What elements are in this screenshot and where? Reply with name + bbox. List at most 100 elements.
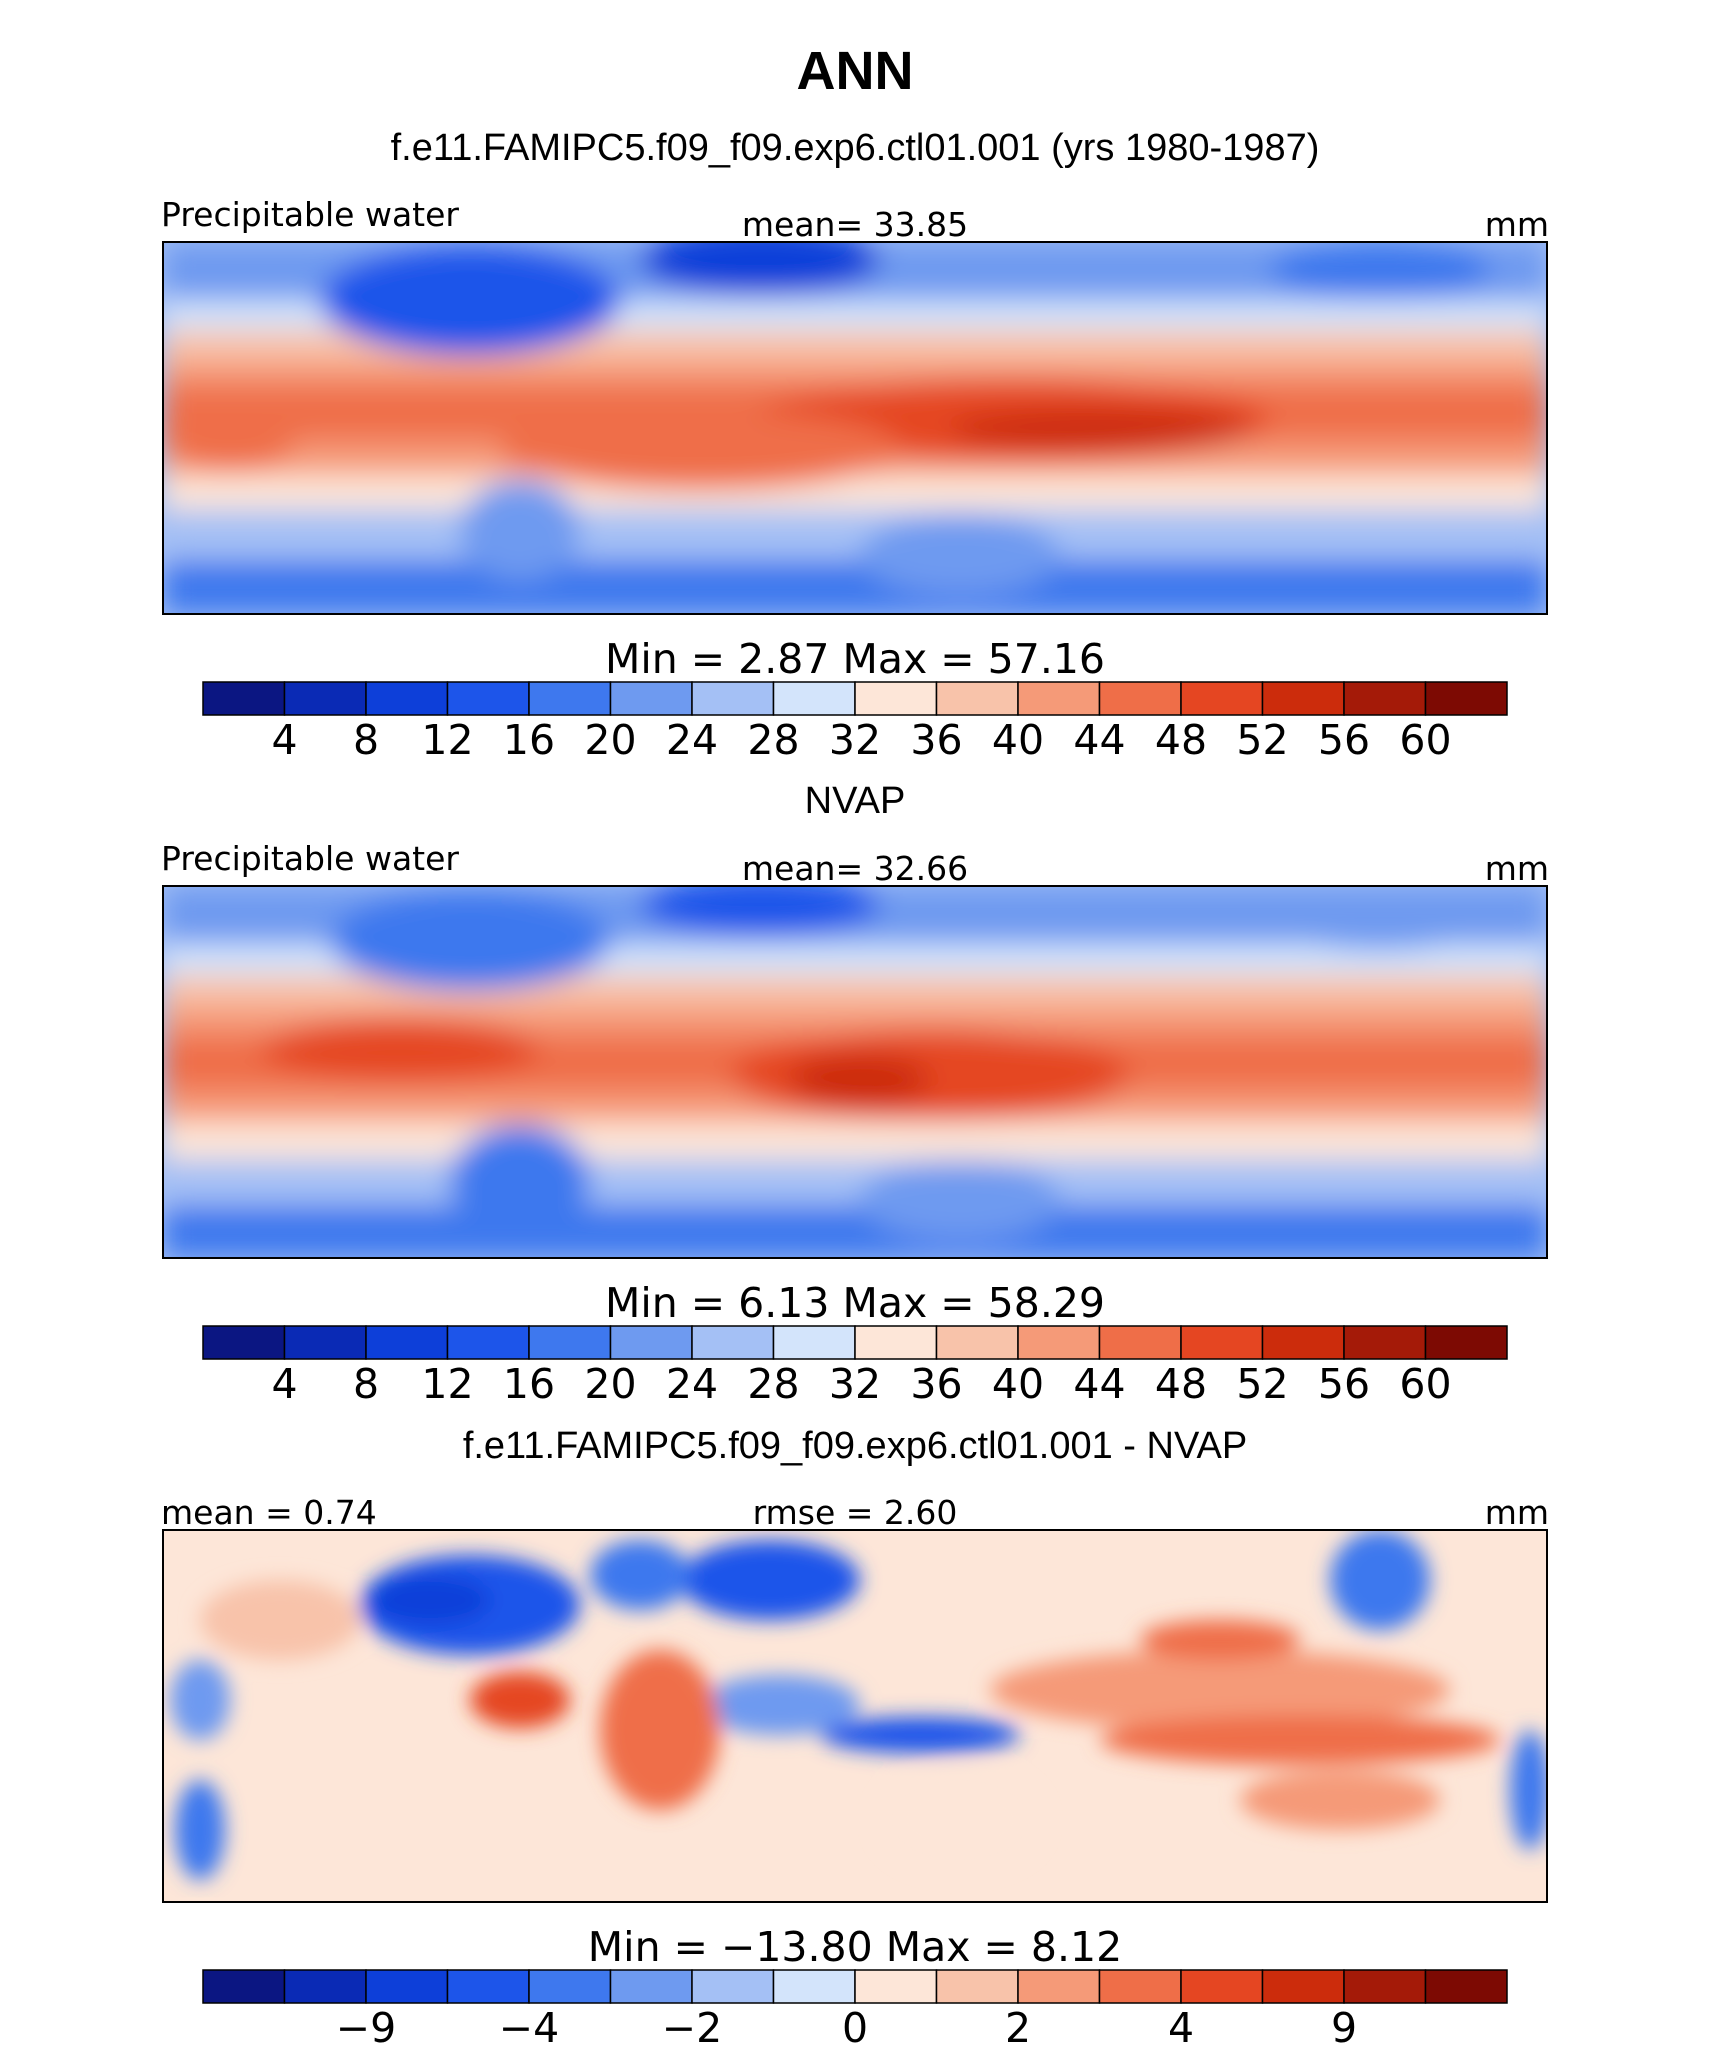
colorbar-box <box>1424 1969 1508 2004</box>
colorbar-tick-label: 16 <box>503 1360 555 1408</box>
colorbar-tick-label: 56 <box>1318 716 1370 764</box>
panel-1-map <box>163 242 1547 614</box>
panel-1-variable-label: Precipitable water <box>161 195 459 234</box>
colorbar-tick-label: 24 <box>666 716 718 764</box>
colorbar-box <box>1424 1325 1508 1360</box>
colorbar-box <box>365 681 449 716</box>
colorbar-tick-label: −2 <box>662 2004 722 2051</box>
colorbar-tick-label: 4 <box>1168 2004 1194 2051</box>
panel-2-units-label: mm <box>1485 849 1549 888</box>
colorbar-box <box>609 1969 693 2004</box>
colorbar-tick-label: 40 <box>992 1360 1044 1408</box>
panel-3-rmse-label: rmse = 2.60 <box>753 1493 958 1532</box>
colorbar-box <box>609 681 693 716</box>
colorbar-box <box>854 1325 938 1360</box>
colorbar-box <box>1261 1325 1345 1360</box>
colorbar-tick-label: 48 <box>1155 716 1207 764</box>
colorbar-box <box>283 1969 367 2004</box>
panel-1-mean-label: mean= 33.85 <box>742 205 968 244</box>
panel-2-colorbar: 4 8 12 16 20 24 28 32 36 40 44 48 52 56 60 <box>202 1325 1508 1408</box>
panel-1-units-label: mm <box>1485 205 1549 244</box>
colorbar-box <box>772 1969 856 2004</box>
colorbar-tick-label: 56 <box>1318 1360 1370 1408</box>
colorbar-box <box>446 681 530 716</box>
colorbar-box <box>1343 681 1427 716</box>
panel-2-map <box>163 886 1547 1258</box>
colorbar-tick-label: 32 <box>829 1360 881 1408</box>
colorbar-box <box>1017 1325 1101 1360</box>
colorbar-tick-label: 40 <box>992 716 1044 764</box>
panel-difference: f.e11.FAMIPC5.f09_f09.exp6.ctl01.001 - N… <box>161 1425 1549 2051</box>
colorbar-box <box>1098 681 1182 716</box>
panel-model: Precipitable water mean= 33.85 mm <box>161 195 1549 764</box>
colorbar-box <box>772 1325 856 1360</box>
colorbar-box <box>854 681 938 716</box>
colorbar-box <box>446 1969 530 2004</box>
colorbar-box <box>1017 681 1101 716</box>
colorbar-tick-label: −4 <box>499 2004 559 2051</box>
panel-1-minmax: Min = 2.87 Max = 57.16 <box>605 635 1105 683</box>
colorbar-tick-label: 16 <box>503 716 555 764</box>
panel-2-minmax: Min = 6.13 Max = 58.29 <box>605 1279 1105 1327</box>
colorbar-box <box>283 681 367 716</box>
panel-3-title: f.e11.FAMIPC5.f09_f09.exp6.ctl01.001 - N… <box>463 1425 1247 1467</box>
colorbar-tick-label: 44 <box>1073 716 1125 764</box>
colorbar-tick-label: 28 <box>747 716 799 764</box>
colorbar-box <box>935 1969 1019 2004</box>
colorbar-box <box>283 1325 367 1360</box>
colorbar-box <box>365 1325 449 1360</box>
page-title: ANN <box>796 41 914 101</box>
panel-1-colorbar: 4 8 12 16 20 24 28 32 36 40 44 48 52 56 60 <box>202 681 1508 764</box>
panel-nvap: NVAP Precipitable water mean= 32.66 mm <box>161 780 1549 1408</box>
panel-3-minmax: Min = −13.80 Max = 8.12 <box>588 1923 1122 1971</box>
colorbar-tick-label: 44 <box>1073 1360 1125 1408</box>
colorbar-tick-label: 52 <box>1236 1360 1288 1408</box>
colorbar-box <box>1424 681 1508 716</box>
colorbar-tick-label: 8 <box>353 716 379 764</box>
colorbar-tick-label: 60 <box>1399 1360 1451 1408</box>
colorbar-box <box>1261 1969 1345 2004</box>
colorbar-box <box>202 1969 286 2004</box>
colorbar-box <box>1261 681 1345 716</box>
panel-3-map <box>163 1530 1547 1902</box>
colorbar-box <box>202 1325 286 1360</box>
colorbar-box <box>935 681 1019 716</box>
colorbar-box <box>1098 1325 1182 1360</box>
colorbar-box <box>365 1969 449 2004</box>
colorbar-box <box>528 1325 612 1360</box>
colorbar-tick-label: 2 <box>1005 2004 1031 2051</box>
colorbar-tick-label: 36 <box>910 1360 962 1408</box>
colorbar-box <box>1343 1969 1427 2004</box>
panel-2-variable-label: Precipitable water <box>161 839 459 878</box>
colorbar-tick-label: 20 <box>584 1360 636 1408</box>
colorbar-tick-label: 48 <box>1155 1360 1207 1408</box>
colorbar-box <box>1343 1325 1427 1360</box>
colorbar-box <box>1017 1969 1101 2004</box>
colorbar-tick-label: 52 <box>1236 716 1288 764</box>
colorbar-tick-label: 24 <box>666 1360 718 1408</box>
colorbar-tick-label: 36 <box>910 716 962 764</box>
colorbar-box <box>528 1969 612 2004</box>
panel-3-units-label: mm <box>1485 1493 1549 1532</box>
colorbar-tick-label: 12 <box>421 1360 473 1408</box>
colorbar-box <box>446 1325 530 1360</box>
run-subtitle: f.e11.FAMIPC5.f09_f09.exp6.ctl01.001 (yr… <box>390 127 1320 169</box>
panel-2-mean-label: mean= 32.66 <box>742 849 968 888</box>
panel-3-colorbar: −9 −4 −2 0 2 4 9 <box>202 1969 1508 2051</box>
colorbar-tick-label: 20 <box>584 716 636 764</box>
colorbar-tick-label: 4 <box>271 1360 297 1408</box>
colorbar-tick-label: −9 <box>336 2004 396 2051</box>
colorbar-box <box>772 681 856 716</box>
colorbar-box <box>202 681 286 716</box>
colorbar-box <box>1180 681 1264 716</box>
colorbar-tick-label: 0 <box>842 2004 868 2051</box>
panel-2-title: NVAP <box>805 780 906 822</box>
colorbar-tick-label: 12 <box>421 716 473 764</box>
colorbar-tick-label: 4 <box>271 716 297 764</box>
colorbar-tick-label: 9 <box>1331 2004 1357 2051</box>
colorbar-box <box>691 1969 775 2004</box>
colorbar-tick-label: 28 <box>747 1360 799 1408</box>
colorbar-box <box>935 1325 1019 1360</box>
colorbar-box <box>1098 1969 1182 2004</box>
